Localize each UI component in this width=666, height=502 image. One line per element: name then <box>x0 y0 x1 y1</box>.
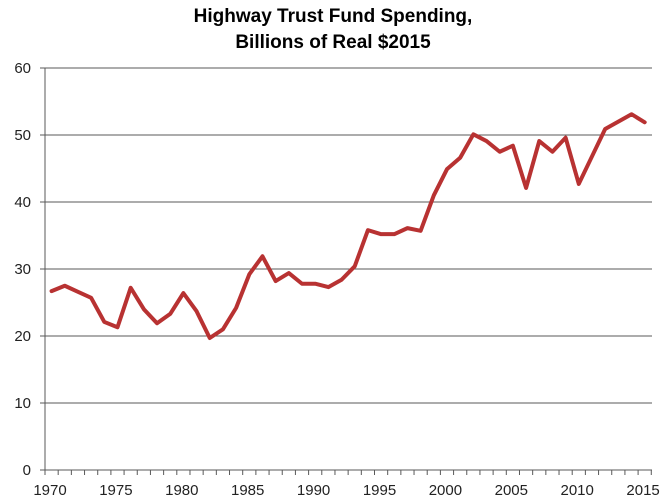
data-point-1989 <box>300 282 304 286</box>
data-point-2000 <box>445 167 449 171</box>
y-tick-label: 40 <box>14 194 31 211</box>
data-point-1990 <box>313 282 317 286</box>
data-point-2013 <box>616 120 620 124</box>
data-point-1999 <box>432 193 436 197</box>
data-point-1996 <box>392 232 396 236</box>
data-point-2008 <box>550 150 554 154</box>
data-point-1988 <box>287 271 291 275</box>
data-point-1984 <box>234 306 238 310</box>
data-point-2015 <box>643 120 647 124</box>
data-point-2004 <box>498 150 502 154</box>
data-point-2001 <box>458 156 462 160</box>
data-point-1976 <box>129 286 133 290</box>
x-tick-label: 2015 <box>626 482 659 499</box>
data-point-1975 <box>115 325 119 329</box>
data-point-2009 <box>564 136 568 140</box>
data-point-1970 <box>50 289 54 293</box>
x-tick-label: 2000 <box>429 482 462 499</box>
data-point-2003 <box>485 139 489 143</box>
x-tick-label: 1975 <box>99 482 132 499</box>
data-point-1980 <box>181 291 185 295</box>
x-tick-label: 1970 <box>33 482 66 499</box>
data-point-1978 <box>155 321 159 325</box>
data-point-1974 <box>102 320 106 324</box>
chart-title-line-1: Highway Trust Fund Spending, <box>193 6 473 27</box>
data-point-1986 <box>260 254 264 258</box>
data-point-1977 <box>142 307 146 311</box>
chart-title-line-2: Billions of Real $2015 <box>235 32 431 53</box>
series-line <box>49 112 647 341</box>
y-tick-label: 50 <box>14 127 31 144</box>
data-point-1987 <box>274 279 278 283</box>
y-tick-label: 30 <box>14 261 31 278</box>
data-point-1998 <box>419 229 423 233</box>
x-tick-label: 2005 <box>495 482 528 499</box>
x-tick-label: 2010 <box>561 482 594 499</box>
x-tick-label: 1995 <box>363 482 396 499</box>
data-point-1991 <box>326 285 330 289</box>
y-tick-label: 20 <box>14 328 31 345</box>
data-point-1995 <box>379 232 383 236</box>
data-point-2007 <box>537 139 541 143</box>
y-tick-label: 0 <box>23 462 31 479</box>
data-point-1971 <box>63 284 67 288</box>
data-point-2014 <box>630 112 634 116</box>
data-point-1985 <box>247 272 251 276</box>
data-point-1992 <box>340 278 344 282</box>
data-point-1994 <box>366 228 370 232</box>
data-point-2005 <box>511 144 515 148</box>
data-point-1982 <box>208 336 212 340</box>
data-point-1981 <box>195 309 199 313</box>
data-point-2012 <box>603 127 607 131</box>
data-point-1993 <box>353 264 357 268</box>
data-point-1973 <box>89 296 93 300</box>
x-tick-label: 1985 <box>231 482 264 499</box>
data-point-1997 <box>405 226 409 230</box>
data-point-1979 <box>168 312 172 316</box>
x-tick-label: 1980 <box>165 482 198 499</box>
data-point-2010 <box>577 182 581 186</box>
y-tick-label: 60 <box>14 60 31 77</box>
data-point-1972 <box>76 290 80 294</box>
x-tick-label: 1990 <box>297 482 330 499</box>
y-tick-label: 10 <box>14 395 31 412</box>
data-point-2002 <box>471 132 475 136</box>
data-point-2011 <box>590 154 594 158</box>
data-point-1983 <box>221 327 225 331</box>
data-point-2006 <box>524 186 528 190</box>
